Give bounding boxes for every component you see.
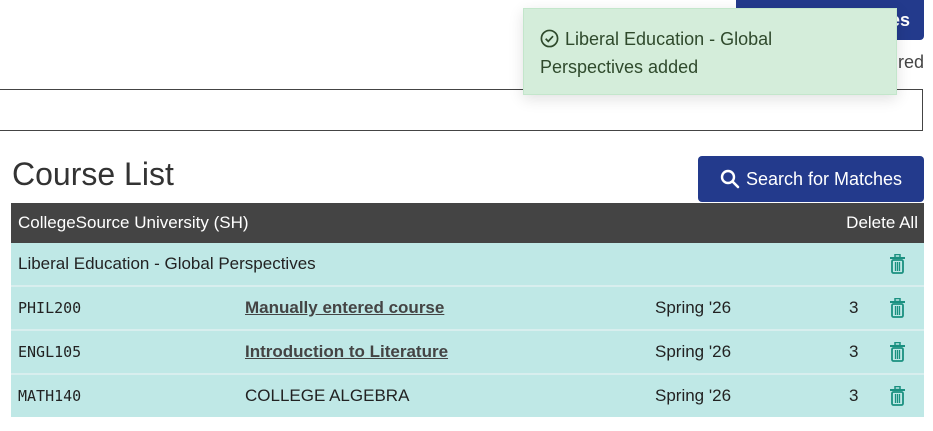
toast-message: Liberal Education - Global Perspectives … (540, 29, 773, 77)
course-code: PHIL200 (18, 299, 82, 317)
institution-name: CollegeSource University (SH) (18, 213, 249, 232)
trash-icon[interactable] (889, 253, 906, 279)
course-code: ENGL105 (18, 343, 82, 361)
delete-all-button[interactable]: Delete All (846, 213, 918, 232)
course-credits: 3 (849, 386, 859, 405)
table-row: MATH140 COLLEGE ALGEBRA Spring '26 3 (11, 373, 924, 417)
course-term: Spring '26 (655, 342, 732, 361)
page-title: Course List (12, 156, 174, 192)
button-label: Search for Matches (745, 168, 903, 189)
course-table: CollegeSource University (SH) Delete All… (11, 203, 924, 417)
text-input[interactable] (0, 89, 923, 131)
course-code: MATH140 (18, 387, 82, 405)
group-name: Liberal Education - Global Perspectives (18, 254, 316, 273)
trash-icon[interactable] (889, 297, 906, 323)
course-term: Spring '26 (655, 386, 732, 405)
course-term: Spring '26 (655, 298, 732, 317)
course-name: COLLEGE ALGEBRA (245, 386, 410, 405)
trash-icon[interactable] (889, 385, 906, 411)
success-toast: Liberal Education - Global Perspectives … (523, 8, 897, 95)
course-credits: 3 (849, 298, 859, 317)
table-row: ENGL105 Introduction to Literature Spring … (11, 329, 924, 373)
course-credits: 3 (849, 342, 859, 361)
search-icon (720, 169, 740, 189)
search-for-matches-button[interactable]: Search for Matches (698, 156, 924, 202)
table-row: PHIL200 Manually entered course Spring '26… (11, 285, 924, 329)
table-header: CollegeSource University (SH) Delete All (11, 203, 924, 243)
check-circle-icon (540, 29, 559, 48)
partial-text: red (897, 52, 924, 72)
trash-icon[interactable] (889, 341, 906, 367)
group-row: Liberal Education - Global Perspectives (11, 243, 924, 285)
course-link[interactable]: Introduction to Literature (245, 342, 449, 361)
course-link[interactable]: Manually entered course (245, 298, 445, 317)
